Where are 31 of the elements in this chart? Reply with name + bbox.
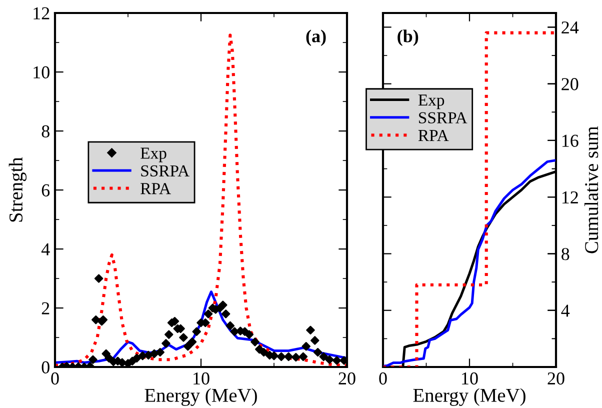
legend-label: SSRPA (419, 112, 468, 124)
y2-tick-label: 24 (562, 21, 579, 34)
y-axis-title: Strength (8, 157, 27, 222)
annotation: (a) (306, 30, 326, 46)
y-tick-label: 0 (42, 361, 50, 374)
x-tick-label: 20 (338, 372, 356, 385)
y2-axis-title: Cumulative sum (584, 126, 598, 254)
y2-tick-label: 8 (562, 248, 570, 260)
x-tick-label: 0 (379, 372, 387, 385)
x-tick-label: 10 (194, 372, 210, 385)
x-tick-label: 0 (51, 372, 59, 385)
legend-label: SSRPA (141, 165, 190, 177)
y-tick-label: 8 (42, 125, 50, 138)
x-axis-title: Energy (MeV) (144, 388, 257, 406)
legend-label: Exp (418, 94, 444, 110)
x-tick-label: 10 (462, 372, 478, 385)
y2-tick-label: 4 (561, 304, 570, 317)
x-tick-label: 20 (548, 372, 564, 385)
legend-label: RPA (140, 183, 171, 194)
y2-tick-label: 16 (562, 134, 578, 147)
legend-label: RPA (418, 130, 449, 141)
y-tick-label: 4 (41, 243, 50, 256)
y-tick-label: 6 (42, 184, 50, 196)
annotation: (b) (398, 30, 418, 46)
legend-label: Exp (140, 148, 166, 162)
y-tick-label: 2 (42, 302, 50, 314)
y-tick-label: 10 (34, 66, 50, 78)
y2-tick-label: 12 (562, 191, 578, 204)
y2-tick-label: 20 (562, 78, 578, 90)
y-tick-label: 12 (34, 7, 50, 20)
x-axis-title: Energy (MeV) (413, 388, 526, 406)
